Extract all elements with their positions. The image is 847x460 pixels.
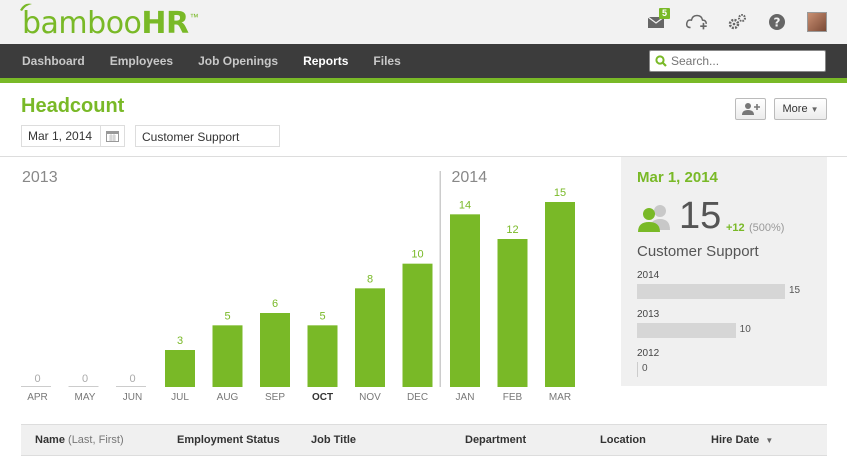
add-employee-button[interactable] <box>735 98 766 120</box>
month-label-nov: NOV <box>359 392 381 403</box>
bar-value-nov: 8 <box>367 273 373 285</box>
summary-department: Customer Support <box>637 243 759 260</box>
bar-value-apr: 0 <box>34 373 40 385</box>
column-name-sub: (Last, First) <box>68 434 124 446</box>
summary-year-value-2014: 15 <box>789 285 801 296</box>
nav-item-files[interactable]: Files <box>373 54 401 68</box>
search-box[interactable] <box>649 50 826 72</box>
employee-table-header: Name (Last, First) Employment Status Job… <box>21 424 827 456</box>
year-label-2014: 2014 <box>452 169 488 186</box>
summary-year-bar-2012 <box>637 362 638 377</box>
summary-year-label-2014: 2014 <box>637 270 660 281</box>
avatar-image <box>807 12 827 32</box>
summary-date: Mar 1, 2014 <box>637 169 718 186</box>
user-avatar[interactable] <box>805 10 829 34</box>
leaf-icon <box>20 3 32 11</box>
bar-feb <box>497 239 528 387</box>
mail-badge: 5 <box>659 8 670 19</box>
logo-text-bamboo: bamboo <box>22 6 142 41</box>
svg-text:?: ? <box>774 16 781 30</box>
nav-item-job-openings[interactable]: Job Openings <box>198 54 279 68</box>
bar-oct <box>307 325 338 387</box>
bar-value-jul: 3 <box>177 335 183 347</box>
nav-item-dashboard[interactable]: Dashboard <box>22 54 85 68</box>
gears-icon[interactable] <box>725 10 749 34</box>
bar-jan <box>450 214 480 387</box>
people-icon <box>638 205 670 232</box>
bar-nov <box>355 288 385 387</box>
column-header-employment-status[interactable]: Employment Status <box>177 434 280 446</box>
sort-desc-icon: ▼ <box>765 436 774 445</box>
bar-dec <box>402 263 433 387</box>
column-header-job-title[interactable]: Job Title <box>311 434 357 446</box>
month-label-aug: AUG <box>217 392 239 403</box>
bar-value-jun: 0 <box>129 373 135 385</box>
date-value: Mar 1, 2014 <box>28 129 93 143</box>
calendar-icon[interactable] <box>100 126 124 146</box>
column-header-hire-date[interactable]: Hire Date ▼ <box>711 434 773 446</box>
brand-bar: bamboo HR ™ 5 ? <box>0 0 847 44</box>
summary-change-percent: (500%) <box>749 222 785 234</box>
month-label-feb: FEB <box>503 392 523 403</box>
month-label-jan: JAN <box>456 392 475 403</box>
summary-year-value-2013: 10 <box>739 324 751 335</box>
bar-sep <box>260 313 290 387</box>
more-button[interactable]: More ▼ <box>774 98 827 120</box>
column-header-location[interactable]: Location <box>600 434 646 446</box>
help-icon[interactable]: ? <box>765 10 789 34</box>
month-label-may: MAY <box>75 392 96 403</box>
nav-item-employees[interactable]: Employees <box>109 54 174 68</box>
summary-year-label-2013: 2013 <box>637 309 660 320</box>
main-nav: Dashboard Employees Job Openings Reports… <box>0 44 847 83</box>
bar-value-feb: 12 <box>506 224 518 236</box>
bamboohr-logo[interactable]: bamboo HR ™ <box>20 2 199 42</box>
month-label-dec: DEC <box>407 392 428 403</box>
search-icon <box>655 55 667 67</box>
summary-year-bar-2014 <box>637 284 785 299</box>
logo-trademark: ™ <box>189 12 199 22</box>
cloud-upload-icon[interactable] <box>685 10 709 34</box>
summary-year-label-2012: 2012 <box>637 348 660 359</box>
page-title: Headcount <box>21 95 125 117</box>
top-icons: 5 ? <box>645 8 829 34</box>
nav-items: Dashboard Employees Job Openings Reports… <box>22 44 426 78</box>
header-divider <box>0 156 847 157</box>
more-label: More <box>782 103 808 115</box>
summary-year-value-2012: 0 <box>642 363 648 374</box>
bar-value-mar: 15 <box>554 187 566 199</box>
year-label-2013: 2013 <box>22 169 58 186</box>
summary-year-bar-2013 <box>637 323 736 338</box>
chevron-down-icon: ▼ <box>810 104 819 114</box>
mail-icon[interactable]: 5 <box>645 8 670 34</box>
nav-item-reports[interactable]: Reports <box>303 54 349 68</box>
column-name-label: Name <box>35 434 65 446</box>
month-label-sep: SEP <box>265 392 285 403</box>
bar-value-dec: 10 <box>411 249 423 261</box>
add-person-icon <box>741 103 760 115</box>
bar-value-aug: 5 <box>224 310 230 322</box>
column-header-name[interactable]: Name (Last, First) <box>35 434 124 446</box>
summary-panel: Mar 1, 2014 15 +12 (500%) Customer Suppo… <box>621 157 827 386</box>
bar-jul <box>165 350 195 387</box>
bar-value-may: 0 <box>82 373 88 385</box>
month-label-mar: MAR <box>549 392 571 403</box>
headcount-chart: 2013 2014 0 APR 0 MAY 0 JUN 3 JUL 5 AUG 6 SEP 5 OCT 8 NOV… <box>21 169 575 403</box>
month-label-apr: APR <box>27 392 48 403</box>
date-field[interactable]: Mar 1, 2014 <box>21 125 125 147</box>
column-hire-date-label: Hire Date <box>711 434 760 446</box>
bar-value-oct: 5 <box>319 310 325 322</box>
month-label-oct: OCT <box>312 392 333 403</box>
summary-count: 15 <box>679 195 722 237</box>
bar-mar <box>545 202 575 387</box>
search-input[interactable] <box>671 54 821 68</box>
bar-aug <box>212 325 243 387</box>
bar-value-jan: 14 <box>459 199 471 211</box>
department-field[interactable]: Customer Support <box>135 125 280 147</box>
bar-value-sep: 6 <box>272 298 278 310</box>
summary-change: +12 <box>726 222 745 234</box>
month-label-jul: JUL <box>171 392 189 403</box>
column-header-department[interactable]: Department <box>465 434 527 446</box>
logo-text-hr: HR <box>141 6 189 41</box>
month-label-jun: JUN <box>123 392 142 403</box>
